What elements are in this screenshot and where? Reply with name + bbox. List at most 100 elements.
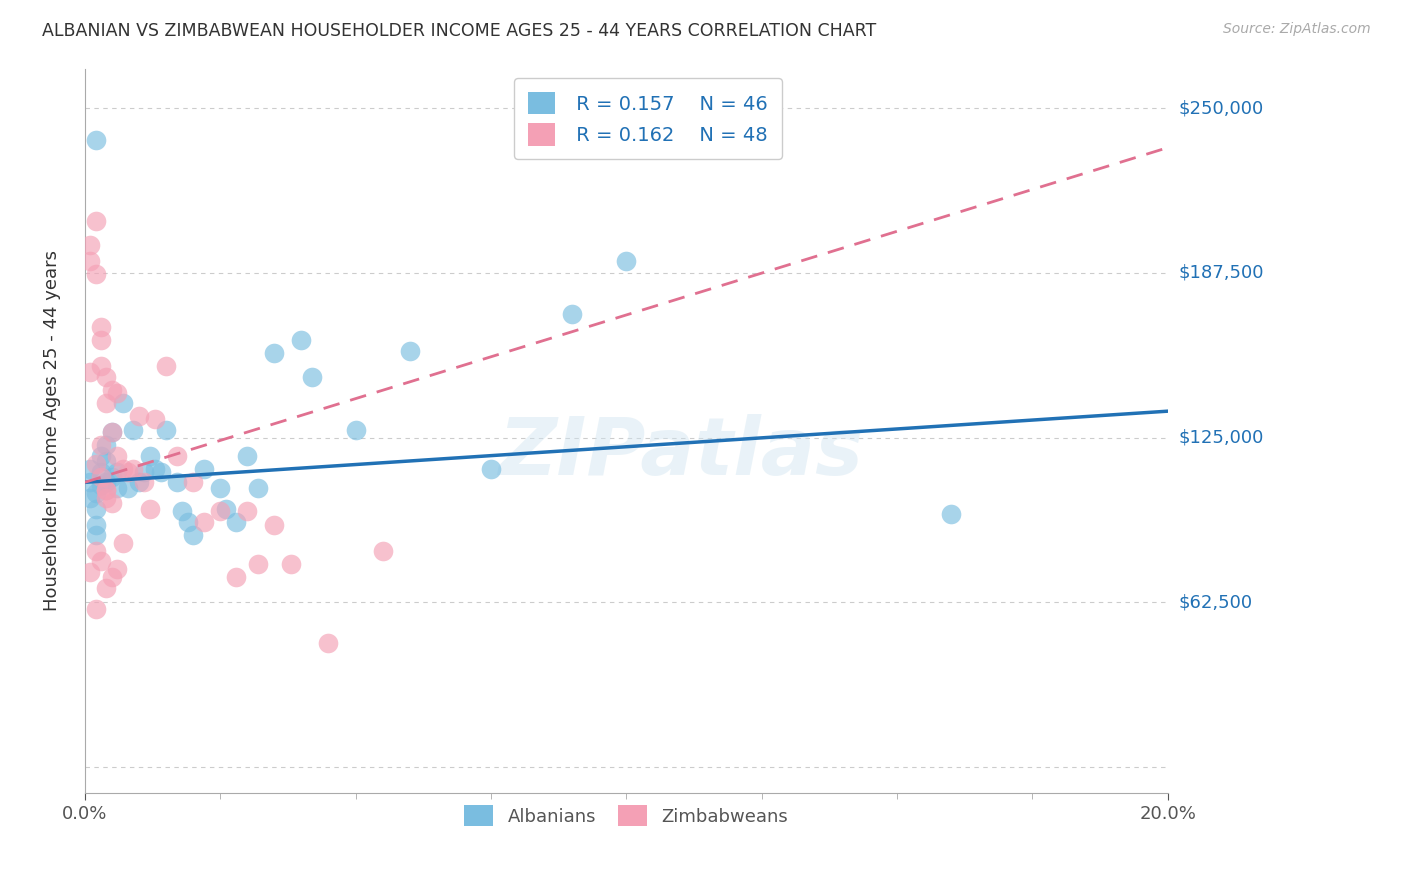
Point [90,554,112,568]
Point [290,333,312,347]
Point [117,481,139,495]
Point [79,365,101,379]
Point [96,438,118,452]
Point [236,504,259,518]
Point [614,254,637,268]
Point [225,515,247,529]
Point [96,581,118,595]
Point [209,481,232,495]
Point [263,346,285,360]
Point [90,319,112,334]
Point [209,504,232,518]
Point [79,462,101,476]
Point [280,557,302,571]
Point [143,462,166,476]
Point [193,462,215,476]
Point [79,238,101,252]
Text: ZIPatlas: ZIPatlas [498,414,863,491]
Point [105,481,128,495]
Point [84,133,107,147]
Point [96,454,118,468]
Point [90,470,112,484]
Point [101,496,124,510]
Point [247,557,270,571]
Point [101,570,124,584]
Point [90,438,112,452]
Point [90,359,112,374]
Point [79,565,101,579]
Point [90,333,112,347]
Point [122,423,145,437]
Point [90,465,112,479]
Point [561,307,583,321]
Point [344,423,367,437]
Point [134,465,156,479]
Point [247,481,270,495]
Point [84,457,107,471]
Point [166,449,188,463]
Point [105,465,128,479]
Point [214,501,236,516]
Point [96,370,118,384]
Point [79,475,101,490]
Point [193,515,215,529]
Point [122,462,145,476]
Text: $187,500: $187,500 [1180,264,1264,282]
Point [301,370,323,384]
Point [138,449,160,463]
Legend: Albanians, Zimbabweans: Albanians, Zimbabweans [456,797,797,835]
Text: ALBANIAN VS ZIMBABWEAN HOUSEHOLDER INCOME AGES 25 - 44 YEARS CORRELATION CHART: ALBANIAN VS ZIMBABWEAN HOUSEHOLDER INCOM… [42,22,876,40]
Point [96,483,118,498]
Point [84,214,107,228]
Point [101,383,124,397]
Point [84,486,107,500]
Point [117,465,139,479]
Point [111,396,134,410]
Point [101,425,124,440]
Point [84,517,107,532]
Text: Source: ZipAtlas.com: Source: ZipAtlas.com [1223,22,1371,37]
Point [143,412,166,426]
Point [101,425,124,440]
Point [134,475,156,490]
Point [941,507,963,521]
Point [96,396,118,410]
Point [128,409,150,424]
Point [128,475,150,490]
Point [149,465,172,479]
Point [172,504,194,518]
Point [236,449,259,463]
Point [90,478,112,492]
Point [479,462,502,476]
Point [155,359,177,374]
Point [96,483,118,498]
Point [105,562,128,576]
Point [398,343,420,358]
Point [96,491,118,505]
Point [96,475,118,490]
Point [371,544,394,558]
Text: $250,000: $250,000 [1180,99,1264,117]
Text: $125,000: $125,000 [1180,428,1264,447]
Point [318,636,340,650]
Point [84,544,107,558]
Point [176,515,198,529]
Point [111,462,134,476]
Point [84,602,107,616]
Point [84,528,107,542]
Point [79,491,101,505]
Point [181,528,204,542]
Point [181,475,204,490]
Point [138,501,160,516]
Y-axis label: Householder Income Ages 25 - 44 years: Householder Income Ages 25 - 44 years [44,251,60,611]
Text: $62,500: $62,500 [1180,593,1253,611]
Point [84,501,107,516]
Point [105,449,128,463]
Point [79,254,101,268]
Point [84,267,107,281]
Point [105,385,128,400]
Point [90,449,112,463]
Point [263,517,285,532]
Point [101,470,124,484]
Point [155,423,177,437]
